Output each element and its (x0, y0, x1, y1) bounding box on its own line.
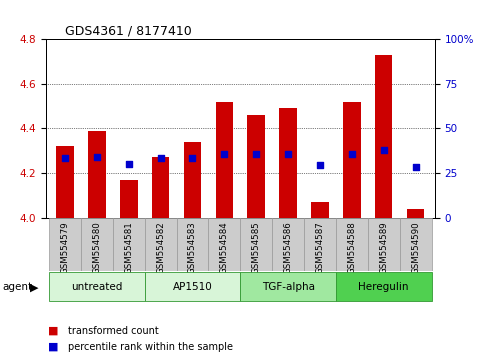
Bar (209, 218, 241, 271)
Point (61, 156, 69, 161)
Point (189, 156, 197, 161)
Text: ■: ■ (48, 326, 59, 336)
Text: GSM554588: GSM554588 (347, 222, 356, 274)
Text: untreated: untreated (71, 282, 123, 292)
Bar (279, 108, 297, 218)
Bar (368, 218, 399, 271)
Text: ▶: ▶ (30, 282, 39, 292)
Bar (336, 272, 431, 301)
Text: TGF-alpha: TGF-alpha (262, 282, 314, 292)
Text: transformed count: transformed count (68, 326, 158, 336)
Text: agent: agent (2, 282, 32, 292)
Bar (145, 218, 177, 271)
Bar (120, 180, 138, 218)
Text: GSM554583: GSM554583 (188, 222, 197, 274)
Bar (399, 218, 431, 271)
Bar (215, 102, 233, 218)
Bar (177, 218, 209, 271)
Bar (375, 55, 393, 218)
Bar (247, 115, 265, 218)
Bar (113, 218, 145, 271)
Bar (343, 102, 361, 218)
Text: GSM554581: GSM554581 (124, 222, 133, 274)
Bar (49, 272, 145, 301)
Text: GSM554585: GSM554585 (252, 222, 261, 274)
Text: GSM554582: GSM554582 (156, 222, 165, 274)
Point (93, 155, 101, 160)
Text: GSM554590: GSM554590 (411, 222, 420, 274)
Bar (311, 202, 329, 218)
Bar (336, 218, 368, 271)
Bar (88, 131, 106, 218)
Point (284, 151, 292, 157)
Point (252, 151, 260, 157)
Point (412, 165, 419, 170)
Bar (56, 146, 74, 218)
Point (221, 151, 228, 157)
Text: Heregulin: Heregulin (358, 282, 409, 292)
Text: AP1510: AP1510 (172, 282, 213, 292)
Bar (81, 218, 113, 271)
Text: GSM554586: GSM554586 (284, 222, 293, 274)
Point (125, 161, 133, 167)
Text: GSM554579: GSM554579 (60, 222, 70, 274)
Point (348, 151, 355, 157)
Point (316, 162, 324, 168)
Bar (241, 272, 336, 301)
Text: ■: ■ (48, 342, 59, 352)
Text: GDS4361 / 8177410: GDS4361 / 8177410 (65, 25, 192, 38)
Bar (49, 218, 81, 271)
Text: GSM554587: GSM554587 (315, 222, 325, 274)
Text: percentile rank within the sample: percentile rank within the sample (68, 342, 233, 352)
Bar (407, 209, 425, 218)
Bar (241, 218, 272, 271)
Bar (184, 142, 201, 218)
Point (157, 156, 165, 161)
Text: GSM554589: GSM554589 (379, 222, 388, 274)
Bar (304, 218, 336, 271)
Bar (152, 158, 170, 218)
Point (380, 147, 387, 152)
Bar (145, 272, 241, 301)
Bar (272, 218, 304, 271)
Text: GSM554584: GSM554584 (220, 222, 229, 274)
Text: GSM554580: GSM554580 (92, 222, 101, 274)
